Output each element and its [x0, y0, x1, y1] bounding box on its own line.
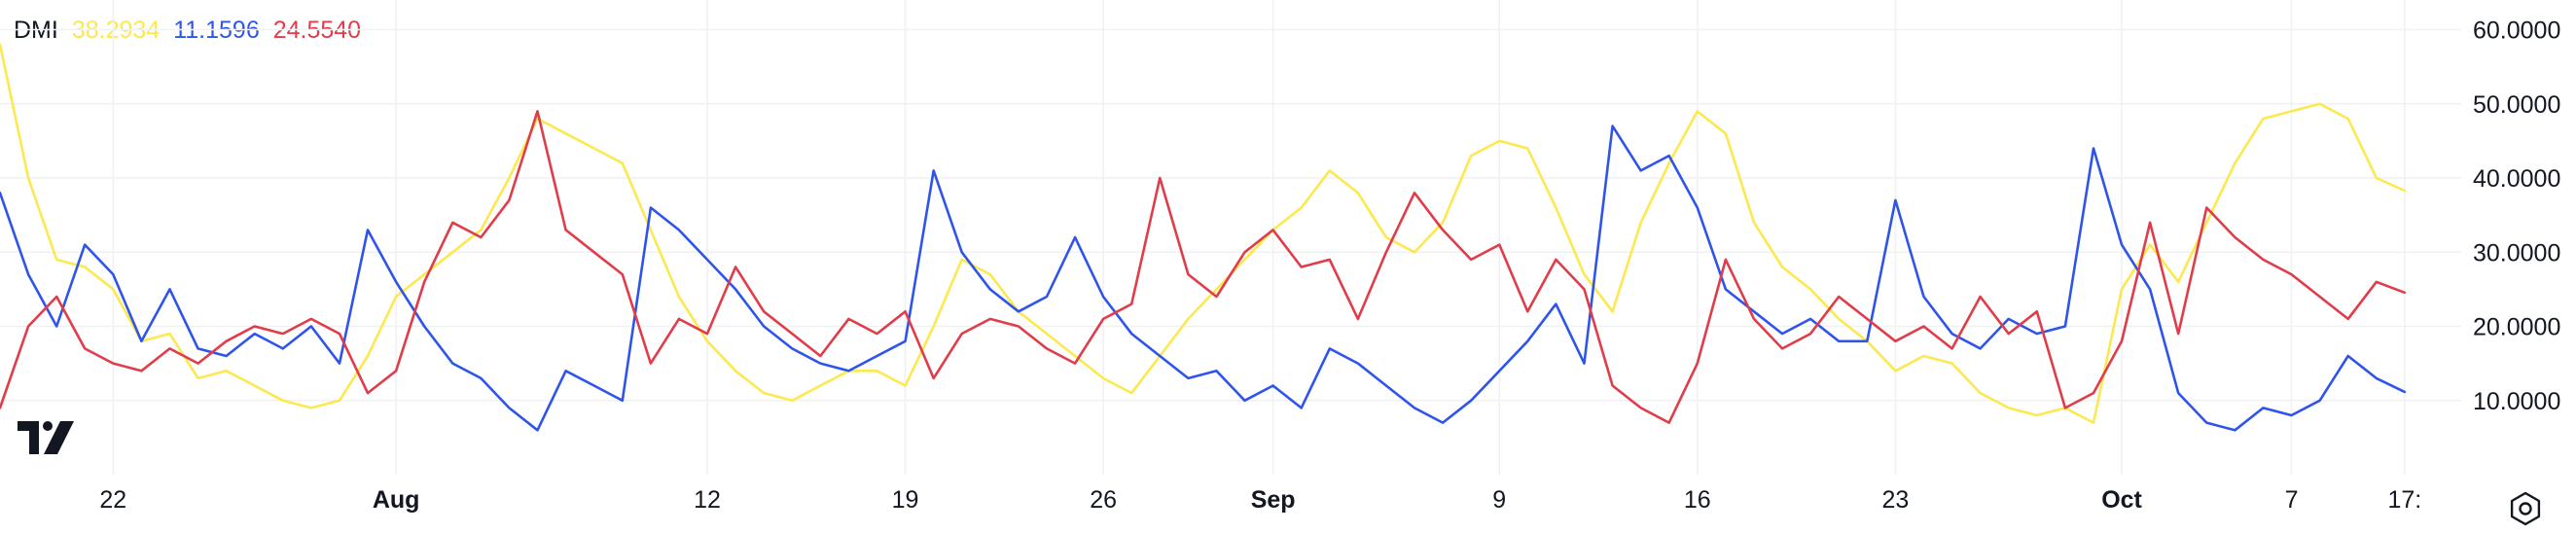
x-tick-label: 19 — [892, 486, 919, 514]
y-tick-label: 10.0000 — [2473, 388, 2560, 415]
y-tick-label: 50.0000 — [2473, 91, 2560, 119]
y-tick-label: 20.0000 — [2473, 314, 2560, 341]
tradingview-logo-icon — [18, 421, 74, 454]
x-tick-label: 12 — [694, 486, 721, 514]
x-tick-label: 23 — [1881, 486, 1909, 514]
x-tick-label: Sep — [1251, 486, 1296, 514]
y-tick-label: 30.0000 — [2473, 239, 2560, 266]
y-tick-label: 60.0000 — [2473, 18, 2560, 45]
x-tick-label: 26 — [1090, 486, 1117, 514]
series-lines — [0, 43, 2407, 432]
x-tick-label: 9 — [1492, 486, 1506, 514]
plus_di-series-line — [0, 124, 2407, 432]
x-axis: 22 Aug 12 19 26 Sep 9 16 23 Oct 7 17: — [99, 486, 2421, 514]
settings-gear-icon[interactable] — [2506, 489, 2545, 528]
x-tick-label: 16 — [1684, 486, 1711, 514]
x-tick-label: Oct — [2101, 486, 2142, 514]
grid-lines — [0, 0, 2461, 475]
y-tick-label: 40.0000 — [2473, 165, 2560, 193]
x-tick-label: 7 — [2285, 486, 2299, 514]
minus_di-series-line — [0, 110, 2407, 424]
x-tick-label: Aug — [373, 486, 420, 514]
y-axis: 10.0000 20.0000 30.0000 40.0000 50.0000 60.00… — [2473, 18, 2560, 415]
adx-series-line — [0, 43, 2407, 424]
x-tick-label: 22 — [99, 486, 126, 514]
x-tick-label: 17: — [2387, 486, 2421, 514]
